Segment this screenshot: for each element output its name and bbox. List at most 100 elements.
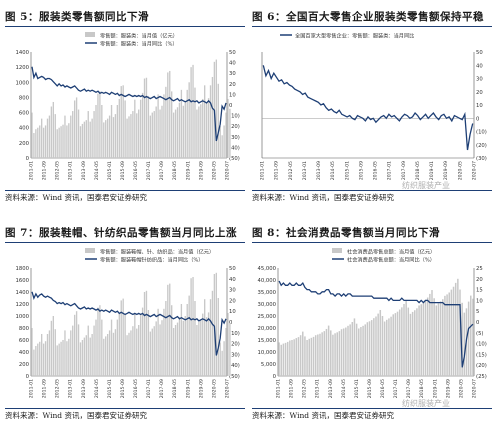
bar bbox=[205, 317, 208, 376]
bar bbox=[103, 338, 105, 376]
bar bbox=[157, 308, 159, 376]
bar bbox=[364, 324, 366, 376]
bar bbox=[186, 89, 188, 158]
y-tick-right: (30) bbox=[229, 135, 240, 141]
bar bbox=[291, 340, 293, 376]
bar bbox=[93, 111, 95, 158]
bar bbox=[116, 319, 119, 376]
x-tick-label: 2013-09 bbox=[81, 379, 87, 398]
y-tick-left: 40,000 bbox=[257, 278, 276, 284]
bar bbox=[130, 330, 132, 376]
bar bbox=[114, 329, 117, 376]
x-tick-label: 2015-09 bbox=[358, 161, 364, 180]
x-tick-label: 2015-01 bbox=[344, 161, 350, 180]
bar bbox=[44, 341, 47, 376]
bar bbox=[299, 335, 302, 376]
bar bbox=[169, 283, 171, 376]
bar bbox=[411, 311, 414, 376]
y-tick-left: 1600 bbox=[16, 278, 30, 284]
bar bbox=[358, 328, 360, 376]
chart-source: 资料来源：Wind 资讯，国泰君安证券研究 bbox=[252, 190, 492, 205]
chart-panel-2: 图 6：全国百大零售企业服装类零售额保持平稳 全国百家大型零售企业：零售额：服装… bbox=[252, 8, 492, 208]
bar bbox=[118, 313, 120, 376]
bar bbox=[99, 305, 101, 376]
legend-label: 零售额：服装鞋帽、针、纺织品：当月值（亿元） bbox=[100, 248, 214, 256]
chart-svg: 零售额：服装类：当月值（亿元）零售额：服装类：当月同比（%） 1400 1200 10… bbox=[16, 32, 240, 181]
bar bbox=[286, 341, 289, 376]
bar bbox=[196, 109, 198, 158]
bar bbox=[184, 316, 186, 376]
y-tick-right: 0 bbox=[229, 320, 233, 326]
bar bbox=[167, 284, 169, 376]
bar bbox=[73, 314, 76, 376]
bar bbox=[155, 106, 157, 158]
y-tick-left: 1400 bbox=[16, 50, 30, 56]
bar bbox=[39, 125, 41, 158]
y-tick-left: 0 bbox=[26, 374, 30, 380]
y-tick-left: 1400 bbox=[16, 290, 30, 296]
x-tick-label: 2017-09 bbox=[159, 161, 165, 180]
bar bbox=[40, 334, 43, 376]
bar bbox=[229, 323, 231, 376]
bar bbox=[439, 301, 442, 376]
bar bbox=[375, 316, 377, 376]
bar bbox=[188, 82, 190, 158]
x-tick-label: 2017-01 bbox=[387, 161, 393, 180]
bar bbox=[330, 330, 332, 376]
bar bbox=[345, 327, 347, 376]
bar bbox=[194, 301, 196, 376]
bar bbox=[159, 109, 161, 158]
chart-source: 资料来源：Wind 资讯，国泰君安证券研究 bbox=[5, 190, 245, 205]
y-tick-right: 0 bbox=[229, 103, 233, 109]
x-tick-label: 2017-01 bbox=[146, 379, 152, 398]
y-tick-right: 30 bbox=[229, 71, 236, 77]
bar bbox=[448, 292, 450, 376]
bar bbox=[437, 303, 440, 376]
bar bbox=[48, 115, 51, 158]
y-tick-left: 1000 bbox=[16, 314, 30, 320]
y-tick-left: 1200 bbox=[16, 302, 30, 308]
bar bbox=[83, 121, 86, 158]
bar bbox=[73, 100, 76, 158]
bar bbox=[75, 97, 78, 158]
bar bbox=[145, 290, 148, 376]
bar bbox=[138, 109, 140, 158]
y-tick-right: 40 bbox=[476, 63, 483, 69]
y-tick-right: 15 bbox=[476, 288, 483, 294]
x-tick-label: 2018-05 bbox=[415, 161, 421, 180]
bar bbox=[68, 123, 70, 158]
bar bbox=[304, 336, 306, 376]
bar bbox=[132, 111, 134, 158]
bar bbox=[64, 115, 66, 158]
bar bbox=[136, 328, 138, 376]
bar bbox=[194, 87, 196, 158]
bar bbox=[143, 292, 146, 376]
bar bbox=[461, 302, 463, 376]
x-tick-label: 2018-05 bbox=[419, 379, 425, 398]
y-tick-right: 20 bbox=[476, 90, 483, 96]
bar bbox=[108, 115, 111, 158]
y-tick-right: 0 bbox=[476, 116, 480, 122]
bar bbox=[138, 325, 140, 376]
bar bbox=[347, 325, 349, 376]
bar bbox=[355, 323, 358, 376]
y-tick-left: 20,000 bbox=[257, 326, 276, 332]
bar bbox=[219, 126, 221, 158]
bar bbox=[147, 95, 150, 158]
bar bbox=[388, 318, 390, 376]
bar bbox=[334, 333, 336, 376]
bar bbox=[122, 298, 124, 376]
x-tick-label: 2019-01 bbox=[185, 161, 191, 180]
bar bbox=[221, 135, 223, 158]
x-tick-label: 2016-05 bbox=[380, 379, 386, 398]
y-tick-right: (20) bbox=[476, 363, 487, 369]
bar bbox=[217, 298, 219, 376]
x-tick-label: 2014-05 bbox=[94, 161, 100, 180]
bar bbox=[33, 133, 35, 158]
bar bbox=[452, 286, 455, 376]
bar bbox=[403, 304, 405, 376]
bar bbox=[202, 98, 204, 158]
chart-title: 图 6：全国百大零售企业服装类零售额保持平稳 bbox=[252, 8, 492, 27]
y-tick-right: (30) bbox=[476, 156, 487, 162]
legend-swatch bbox=[85, 248, 95, 253]
